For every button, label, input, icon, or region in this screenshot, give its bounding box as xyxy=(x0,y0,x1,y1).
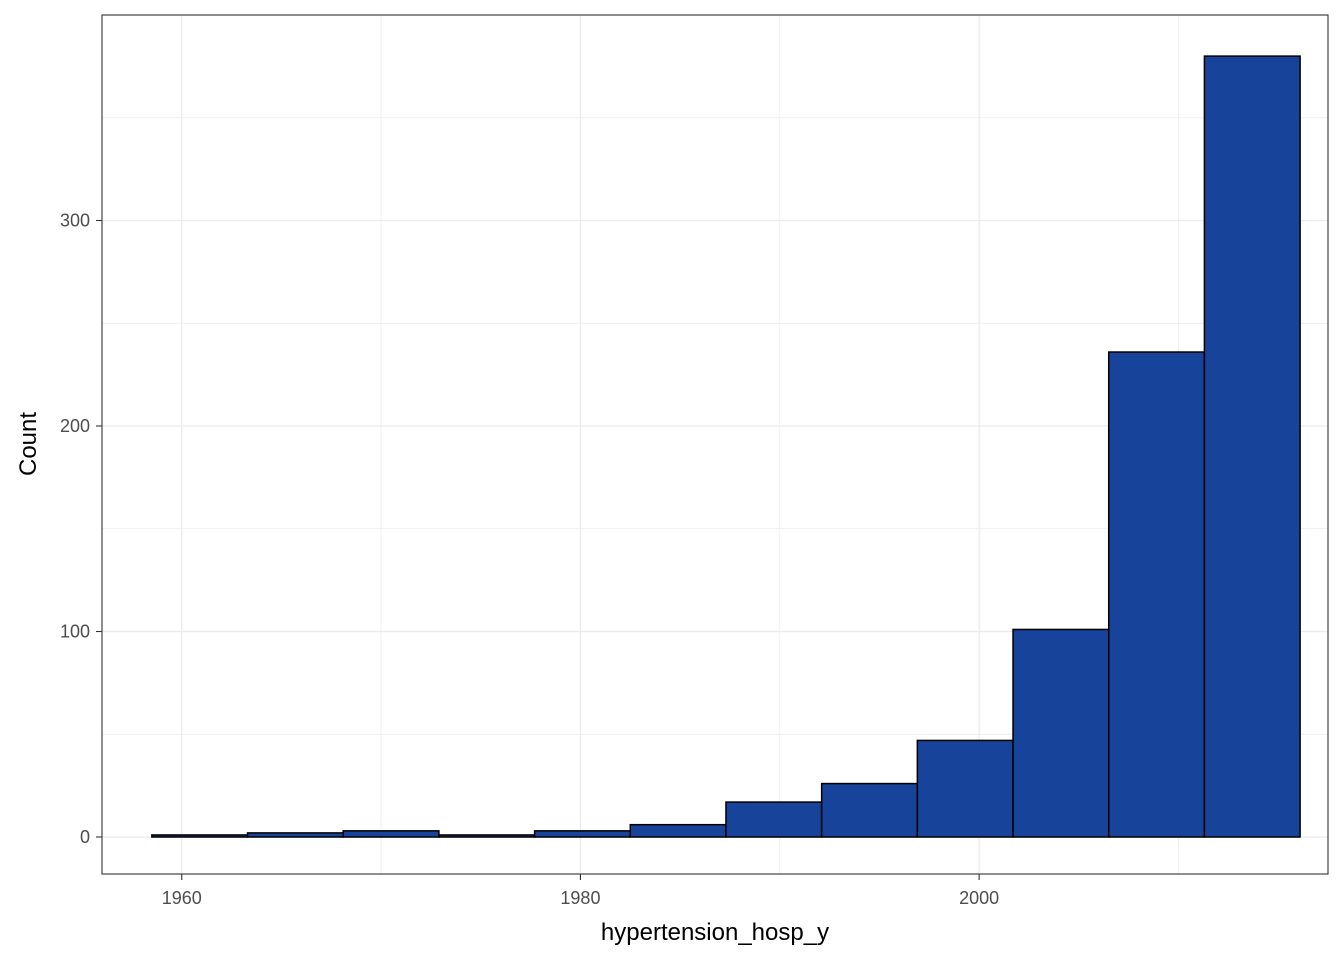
x-axis-title: hypertension_hosp_y xyxy=(601,919,829,946)
y-tick-label: 0 xyxy=(80,827,90,847)
histogram-bar xyxy=(629,823,727,838)
y-tick-label: 200 xyxy=(60,416,90,436)
x-tick-label: 2000 xyxy=(959,888,999,908)
x-tick-label: 1980 xyxy=(560,888,600,908)
histogram-bar xyxy=(725,801,823,838)
histogram-bar xyxy=(1203,55,1301,838)
histogram-bar xyxy=(1107,351,1206,838)
y-tick-label: 100 xyxy=(60,622,90,642)
panel-border xyxy=(101,14,1329,875)
x-tick-label: 1960 xyxy=(162,888,202,908)
y-axis-title: Count xyxy=(15,412,42,476)
x-axis-ticks: 1960 1980 2000 xyxy=(162,874,999,908)
histogram-bars xyxy=(151,55,1301,838)
histogram-bar xyxy=(1012,628,1110,838)
histogram-bar xyxy=(533,830,632,838)
y-axis-ticks: 0 100 200 300 xyxy=(60,211,102,847)
histogram-bar xyxy=(342,830,440,838)
histogram-bar xyxy=(916,739,1014,838)
histogram-bar xyxy=(151,834,249,838)
y-tick-label: 300 xyxy=(60,211,90,231)
histogram-bar xyxy=(438,834,536,838)
histogram-bar xyxy=(820,782,919,838)
histogram-bar xyxy=(246,832,344,838)
